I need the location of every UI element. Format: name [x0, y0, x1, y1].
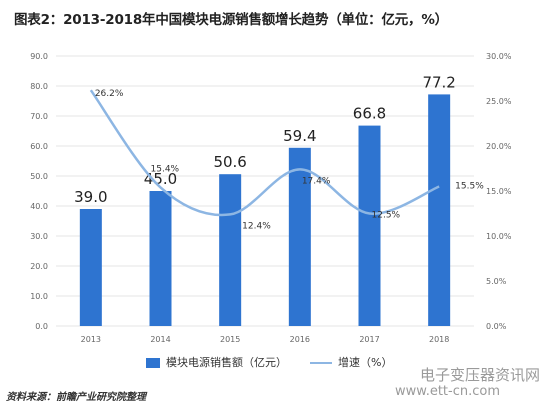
legend-label-bar: 模块电源销售额（亿元）: [166, 356, 287, 369]
line-value-label: 12.4%: [242, 221, 271, 231]
bar: [149, 191, 172, 326]
y-left-tick-label: 40.0: [30, 202, 48, 211]
growth-line: [89, 89, 440, 217]
bar-value-label: 45.0: [144, 170, 177, 188]
y-right-tick-label: 25.0%: [486, 97, 512, 106]
y-right-tick-label: 5.0%: [486, 277, 507, 286]
y-left-tick-label: 30.0: [30, 232, 48, 241]
legend: 模块电源销售额（亿元） 增速（%）: [0, 352, 550, 372]
x-tick-label: 2017: [359, 335, 379, 344]
x-tick-label: 2018: [429, 335, 449, 344]
y-left-tick-label: 70.0: [30, 112, 48, 121]
x-tick-label: 2014: [150, 335, 170, 344]
bar: [428, 94, 451, 327]
y-left-tick-label: 0.0: [35, 322, 48, 331]
line-value-label: 15.4%: [151, 164, 180, 174]
y-right-tick-label: 15.0%: [486, 187, 512, 196]
watermark-text: 电子变压器资讯网: [419, 366, 540, 384]
line-value-label: 26.2%: [95, 89, 124, 99]
line-value-label: 15.5%: [455, 182, 484, 192]
legend-label-line: 增速（%）: [338, 356, 393, 369]
x-tick-label: 2015: [220, 335, 240, 344]
line-value-label: 12.5%: [372, 211, 401, 221]
chart-title: 图表2：2013-2018年中国模块电源销售额增长趋势（单位：亿元，%）: [14, 12, 448, 28]
y-right-tick-label: 0.0%: [486, 322, 507, 331]
y-left-tick-label: 90.0: [30, 52, 48, 61]
combo-chart: 0.0 10.0 20.0 30.0 40.0 50.0 60.0 70.0 80.0 90.0 0…: [30, 52, 512, 344]
y-left-tick-label: 20.0: [30, 262, 48, 271]
bar-value-label: 77.2: [422, 73, 455, 91]
y-right-tick-label: 10.0%: [486, 232, 512, 241]
legend-item-bar: 模块电源销售额（亿元）: [146, 354, 287, 370]
line-value-label: 17.4%: [302, 176, 331, 186]
y-left-tick-label: 60.0: [30, 142, 48, 151]
bar: [219, 174, 242, 326]
legend-swatch-bar: [146, 358, 160, 368]
x-tick-label: 2013: [81, 335, 101, 344]
source-note: 资料来源：前瞻产业研究院整理: [6, 392, 146, 403]
bar-value-label: 66.8: [353, 105, 386, 123]
bar-value-label: 39.0: [74, 188, 107, 206]
bar: [79, 209, 102, 326]
bar: [288, 147, 311, 326]
y-left-tick-label: 10.0: [30, 292, 48, 301]
bar: [358, 125, 381, 326]
legend-item-line: 增速（%）: [310, 354, 392, 370]
legend-swatch-line: [310, 362, 332, 364]
y-right-tick-label: 20.0%: [486, 142, 512, 151]
watermark-url: www.ett-cn.com: [394, 384, 500, 399]
y-right-tick-label: 30.0%: [486, 52, 512, 61]
y-left-tick-label: 80.0: [30, 82, 48, 91]
bar-value-label: 50.6: [213, 153, 246, 171]
y-left-tick-label: 50.0: [30, 172, 48, 181]
x-tick-label: 2016: [290, 335, 310, 344]
bar-value-label: 59.4: [283, 127, 316, 145]
